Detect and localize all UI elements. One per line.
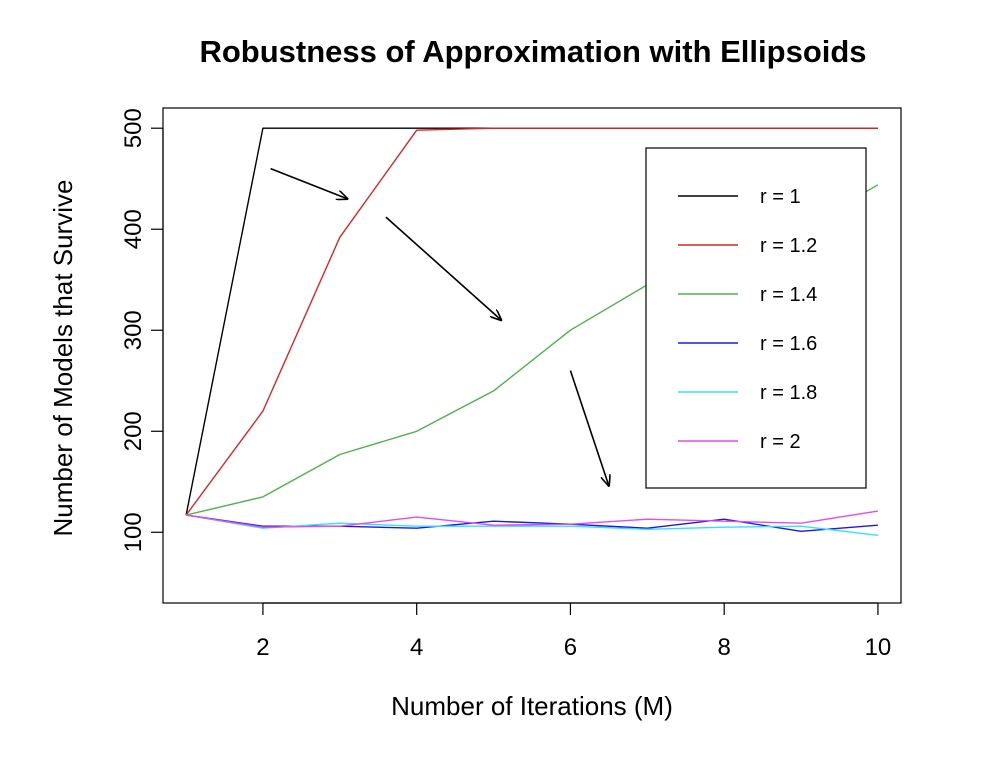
legend-label-r-1-6: r = 1.6 (760, 333, 817, 355)
y-tick-label: 400 (120, 209, 147, 249)
legend-label-r-1-4: r = 1.4 (760, 284, 817, 306)
x-tick-label: 6 (564, 634, 577, 661)
series-line-r-1-8 (185, 514, 878, 536)
y-axis: 100 200 300 400 500 (120, 108, 164, 552)
legend-label-r-1-8: r = 1.8 (760, 382, 817, 404)
x-tick-label: 4 (410, 634, 423, 661)
annotation-arrow-3 (569, 370, 608, 486)
annotation-layer (270, 167, 609, 486)
chart-title: Robustness of Approximation with Ellipso… (199, 34, 866, 69)
series-line-r-2 (185, 510, 879, 528)
legend-label-r-2: r = 2 (760, 431, 801, 453)
series-line-r-1-2 (185, 127, 878, 516)
legend-label-r-1-2: r = 1.2 (760, 235, 817, 257)
y-tick-label: 300 (120, 310, 147, 350)
legend-box (645, 147, 867, 489)
annotation-arrow-1 (270, 167, 348, 199)
x-axis: 2 4 6 8 10 (256, 602, 892, 661)
x-tick-label: 2 (256, 634, 269, 661)
y-tick-label: 100 (120, 512, 147, 552)
annotation-arrow-2 (385, 216, 501, 320)
legend-label-r-1: r = 1 (760, 186, 801, 208)
y-tick-label: 500 (120, 108, 147, 148)
x-axis-label: Number of Iterations (M) (391, 691, 673, 721)
x-tick-label: 8 (718, 634, 731, 661)
x-tick-label: 10 (865, 634, 892, 661)
y-axis-label: Number of Models that Survive (48, 180, 78, 537)
series-line-r-1-6 (185, 514, 878, 532)
y-tick-label: 200 (120, 411, 147, 451)
legend: r = 1 r = 1.2 r = 1.4 r = 1.6 r = 1.8 r = 2 (645, 147, 867, 489)
